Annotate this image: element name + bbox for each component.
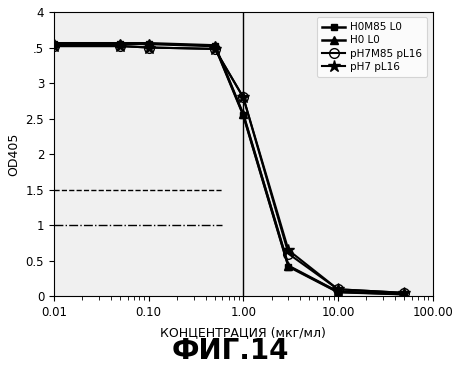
pH7M85 pL16 [401, 291, 406, 295]
H0 L0 [51, 41, 56, 46]
H0M85 L0 [285, 264, 291, 269]
H0M85 L0 [240, 113, 246, 117]
H0 L0 [212, 43, 217, 48]
X-axis label: КОНЦЕНТРАЦИЯ (мкг/мл): КОНЦЕНТРАЦИЯ (мкг/мл) [160, 326, 325, 339]
pH7M85 pL16 [285, 252, 291, 256]
H0 L0 [117, 41, 123, 46]
pH7M85 pL16 [240, 95, 246, 100]
H0 L0 [285, 264, 291, 268]
Line: H0M85 L0: H0M85 L0 [50, 41, 407, 298]
H0M85 L0 [401, 292, 406, 296]
pH7 pL16 [240, 95, 246, 100]
H0 L0 [335, 290, 340, 294]
H0 L0 [240, 112, 246, 117]
pH7M85 pL16 [117, 44, 123, 48]
H0M85 L0 [212, 44, 217, 48]
pH7M85 pL16 [51, 44, 56, 48]
H0 L0 [146, 41, 151, 46]
pH7 pL16 [212, 47, 217, 51]
pH7M85 pL16 [335, 287, 340, 291]
Legend: H0M85 L0, H0 L0, pH7M85 pL16, pH7 pL16: H0M85 L0, H0 L0, pH7M85 pL16, pH7 pL16 [316, 17, 426, 77]
H0M85 L0 [335, 290, 340, 294]
pH7 pL16 [335, 287, 340, 291]
Line: pH7M85 pL16: pH7M85 pL16 [49, 41, 408, 298]
H0M85 L0 [146, 42, 151, 46]
Y-axis label: OD405: OD405 [7, 133, 20, 176]
pH7M85 pL16 [212, 47, 217, 51]
pH7 pL16 [146, 45, 151, 50]
pH7 pL16 [401, 291, 406, 295]
Line: H0 L0: H0 L0 [50, 39, 408, 298]
H0M85 L0 [51, 42, 56, 46]
pH7 pL16 [117, 44, 123, 48]
H0M85 L0 [117, 42, 123, 46]
pH7 pL16 [51, 44, 56, 48]
pH7 pL16 [285, 248, 291, 252]
Line: pH7 pL16: pH7 pL16 [47, 40, 409, 299]
pH7M85 pL16 [146, 45, 151, 50]
H0 L0 [401, 292, 406, 296]
Text: ФИГ.14: ФИГ.14 [171, 337, 288, 365]
